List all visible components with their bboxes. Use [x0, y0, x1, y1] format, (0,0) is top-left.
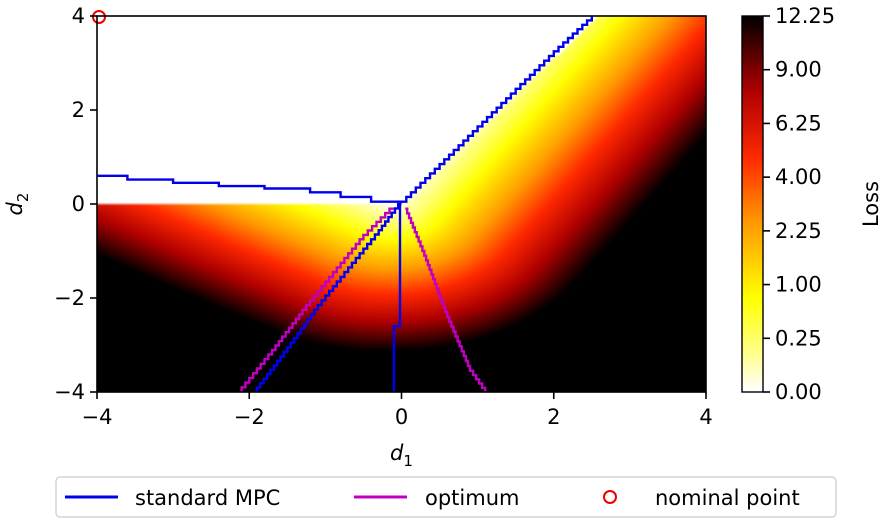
x-tick-label: 4 [699, 405, 712, 429]
x-axis: −4 −2 0 2 4 [82, 392, 713, 429]
standard-mpc-line-segment [255, 202, 402, 392]
colorbar-ticks: 0.00 0.25 1.00 2.25 4.00 6.25 9.00 12.25 [763, 4, 835, 404]
colorbar-tick-label: 0.00 [775, 380, 822, 404]
legend: standard MPC optimum nominal point [55, 476, 837, 518]
legend-label-standard-mpc: standard MPC [135, 486, 280, 510]
legend-swatch-nominal-point [603, 490, 617, 504]
x-axis-title: d1 [390, 441, 413, 470]
y-tick-label: 2 [72, 98, 85, 122]
series-layer [97, 16, 593, 392]
optimum-line-segment [240, 207, 394, 392]
legend-label-nominal-point: nominal point [655, 486, 800, 510]
colorbar-tick-label: 0.25 [775, 326, 822, 350]
colorbar-tick-label: 1.00 [775, 273, 822, 297]
colorbar-tick-label: 4.00 [775, 165, 822, 189]
colorbar-tick-label: 2.25 [775, 219, 822, 243]
legend-box [55, 476, 837, 518]
colorbar-tick-label: 12.25 [775, 4, 835, 28]
x-tick-label: −4 [82, 405, 113, 429]
nominal-point-marker [92, 10, 106, 24]
plot-area: −4 −2 0 2 4 −4 −2 0 2 4 d1 d2 [3, 4, 713, 470]
standard-mpc-line-segment [401, 16, 593, 203]
marker-layer [92, 10, 106, 24]
standard-mpc-line-segment [392, 204, 402, 392]
x-tick-label: 2 [547, 405, 560, 429]
optimum-line-segment [405, 207, 487, 392]
y-axis: −4 −2 0 2 4 [54, 4, 97, 404]
colorbar-tick-label: 6.25 [775, 111, 822, 135]
x-tick-label: −2 [234, 405, 265, 429]
x-tick-label: 0 [395, 405, 408, 429]
colorbar: 0.00 0.25 1.00 2.25 4.00 6.25 9.00 12.25 Loss [741, 4, 882, 404]
y-tick-label: −4 [54, 380, 85, 404]
y-tick-label: −2 [54, 286, 85, 310]
colorbar-gradient [741, 15, 764, 393]
legend-label-optimum: optimum [425, 486, 519, 510]
y-tick-label: 0 [72, 192, 85, 216]
colorbar-tick-label: 9.00 [775, 58, 822, 82]
y-tick-label: 4 [72, 4, 85, 28]
standard-mpc-line-segment [97, 174, 403, 204]
colorbar-title: Loss [859, 181, 882, 227]
y-axis-title: d2 [3, 193, 32, 216]
